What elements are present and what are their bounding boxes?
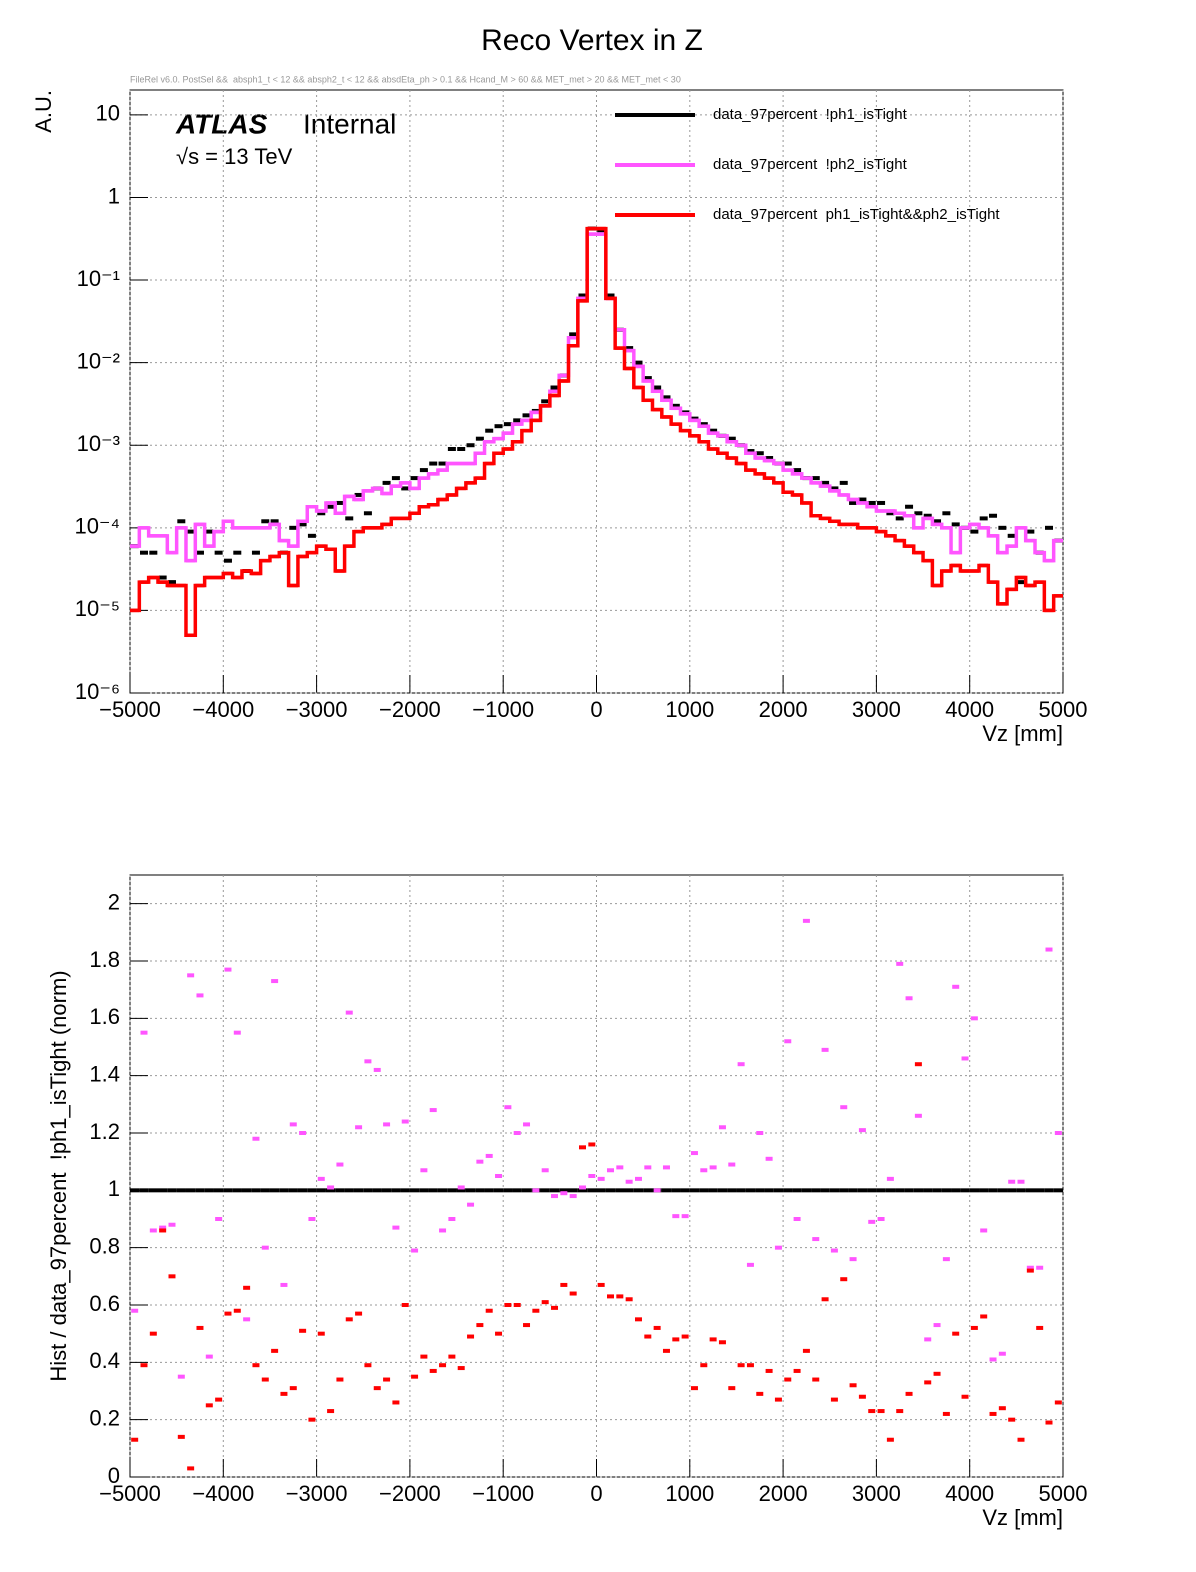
energy-label: √s = 13 TeV bbox=[176, 144, 293, 169]
status-label: Internal bbox=[303, 108, 396, 139]
x-tick-label: 3000 bbox=[852, 697, 901, 722]
x-tick-label: 0 bbox=[590, 697, 602, 722]
x-tick-label: 3000 bbox=[852, 1481, 901, 1506]
x-tick-label: −2000 bbox=[379, 697, 441, 722]
y-tick-label: 1.4 bbox=[89, 1061, 120, 1086]
y-axis-label: Hist / data_97percent !ph1_isTight (norm… bbox=[46, 970, 71, 1381]
x-tick-label: 2000 bbox=[759, 1481, 808, 1506]
x-tick-label: 1000 bbox=[665, 697, 714, 722]
x-tick-label: −4000 bbox=[192, 697, 254, 722]
y-tick-label: 0 bbox=[108, 1463, 120, 1488]
x-tick-label: −5000 bbox=[99, 1481, 161, 1506]
y-tick-label: 1.6 bbox=[89, 1004, 120, 1029]
y-tick-label: 0.2 bbox=[89, 1405, 120, 1430]
y-tick-label: 0.6 bbox=[89, 1291, 120, 1316]
x-tick-label: −4000 bbox=[192, 1481, 254, 1506]
x-axis-label: Vz [mm] bbox=[982, 1505, 1063, 1530]
x-tick-label: 4000 bbox=[945, 1481, 994, 1506]
y-tick-label: 10⁻¹ bbox=[77, 266, 120, 291]
y-tick-label: 1.8 bbox=[89, 947, 120, 972]
x-tick-label: −2000 bbox=[379, 1481, 441, 1506]
x-tick-label: 5000 bbox=[1039, 697, 1088, 722]
x-tick-label: 5000 bbox=[1039, 1481, 1088, 1506]
x-axis-label: Vz [mm] bbox=[982, 721, 1063, 746]
selection-cuts: FileRel v6.0. PostSel && absph1_t < 12 &… bbox=[130, 74, 681, 84]
y-axis-label: A.U. bbox=[31, 90, 56, 133]
y-tick-label: 1.2 bbox=[89, 1119, 120, 1144]
x-tick-label: −1000 bbox=[472, 1481, 534, 1506]
experiment-label: ATLAS bbox=[175, 108, 268, 139]
y-tick-label: 10 bbox=[96, 101, 120, 126]
x-tick-label: 4000 bbox=[945, 697, 994, 722]
x-tick-label: 2000 bbox=[759, 697, 808, 722]
legend-label: data_97percent ph1_isTight&&ph2_isTight bbox=[713, 206, 1000, 223]
legend-label: data_97percent !ph2_isTight bbox=[713, 156, 908, 173]
y-tick-label: 0.4 bbox=[89, 1348, 120, 1373]
x-tick-label: −5000 bbox=[99, 697, 161, 722]
y-tick-label: 10⁻⁶ bbox=[75, 679, 120, 704]
y-tick-label: 10⁻³ bbox=[77, 431, 120, 456]
y-tick-label: 1 bbox=[108, 183, 120, 208]
chart-title: Reco Vertex in Z bbox=[481, 24, 703, 57]
x-tick-label: −3000 bbox=[286, 697, 348, 722]
legend-label: data_97percent !ph1_isTight bbox=[713, 106, 908, 123]
y-tick-label: 1 bbox=[108, 1176, 120, 1201]
y-tick-label: 10⁻⁵ bbox=[75, 596, 120, 621]
x-tick-label: 1000 bbox=[665, 1481, 714, 1506]
y-tick-label: 2 bbox=[108, 889, 120, 914]
x-tick-label: −3000 bbox=[286, 1481, 348, 1506]
y-tick-label: 10⁻⁴ bbox=[74, 514, 120, 539]
y-tick-label: 0.8 bbox=[89, 1233, 120, 1258]
x-tick-label: 0 bbox=[590, 1481, 602, 1506]
y-tick-label: 10⁻² bbox=[77, 348, 120, 373]
x-tick-label: −1000 bbox=[472, 697, 534, 722]
